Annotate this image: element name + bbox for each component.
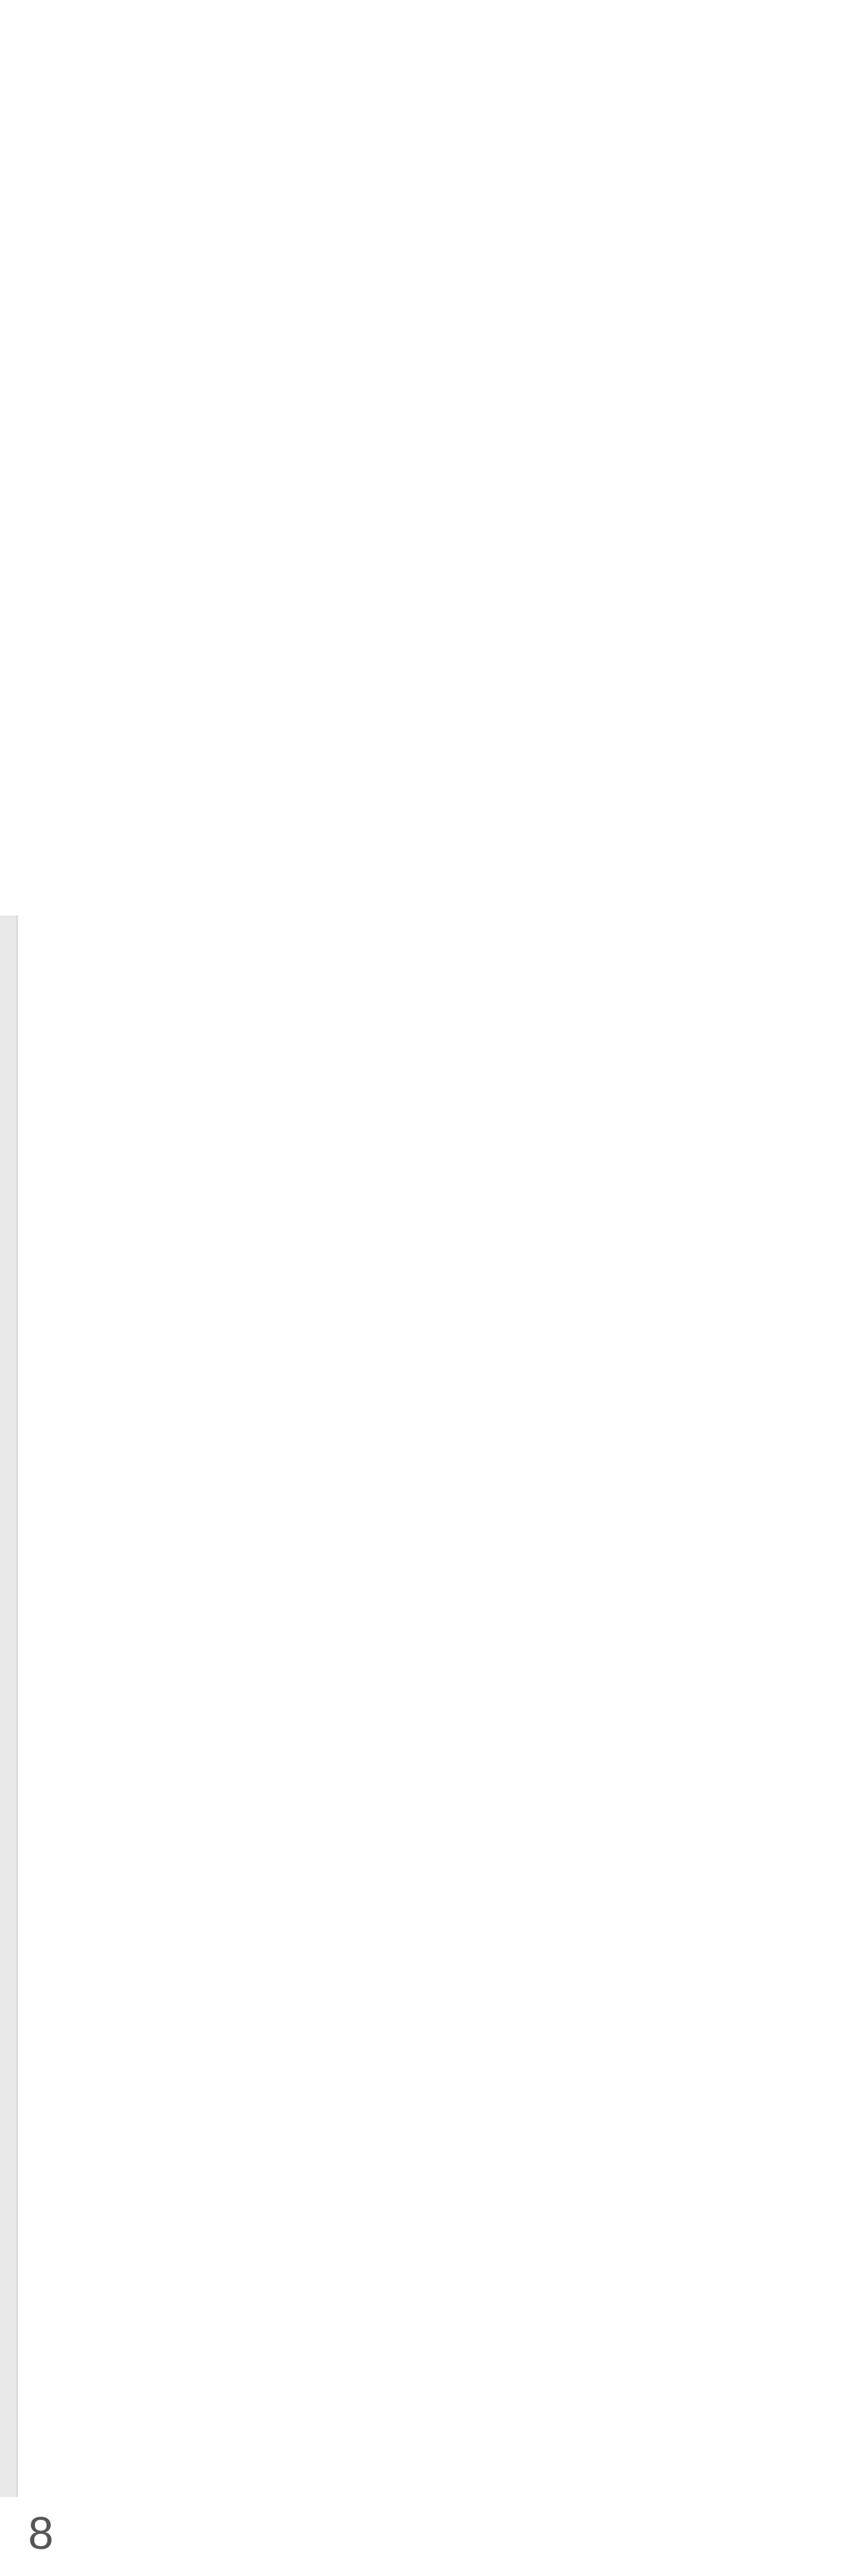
page-number: 8 [28, 2507, 54, 2560]
rotated-table-container: Lipputuote Kelpoisuusalue Hinta (€) 2.6.… [0, 19, 18, 2497]
table-cell: Tuusulalaisille ja HSL-kuntien asukkaill… [0, 494, 18, 915]
table-cell: Pohjois-Tuusula – Vantaa / Helsinki [0, 1443, 18, 2005]
table-cell: 108 [0, 1179, 18, 1443]
table-cell: Vyöhykeraja Tuusulassa, katso kartta seu… [0, 213, 18, 494]
table-body: Riihimäen seutulippuHausjärven, Hyvinkää… [0, 19, 18, 2497]
table-cell: 30 vrk [0, 915, 18, 1179]
page: Lipputuote Kelpoisuusalue Hinta (€) 2.6.… [0, 0, 843, 2576]
table-cell: Järvenpää, Tuusula, Kerava, Helsingin Ka… [0, 19, 18, 213]
ticket-table: Lipputuote Kelpoisuusalue Hinta (€) 2.6.… [0, 19, 18, 2497]
table-cell: Tuusulalippu, vyöhyke 4 [0, 2005, 18, 2497]
